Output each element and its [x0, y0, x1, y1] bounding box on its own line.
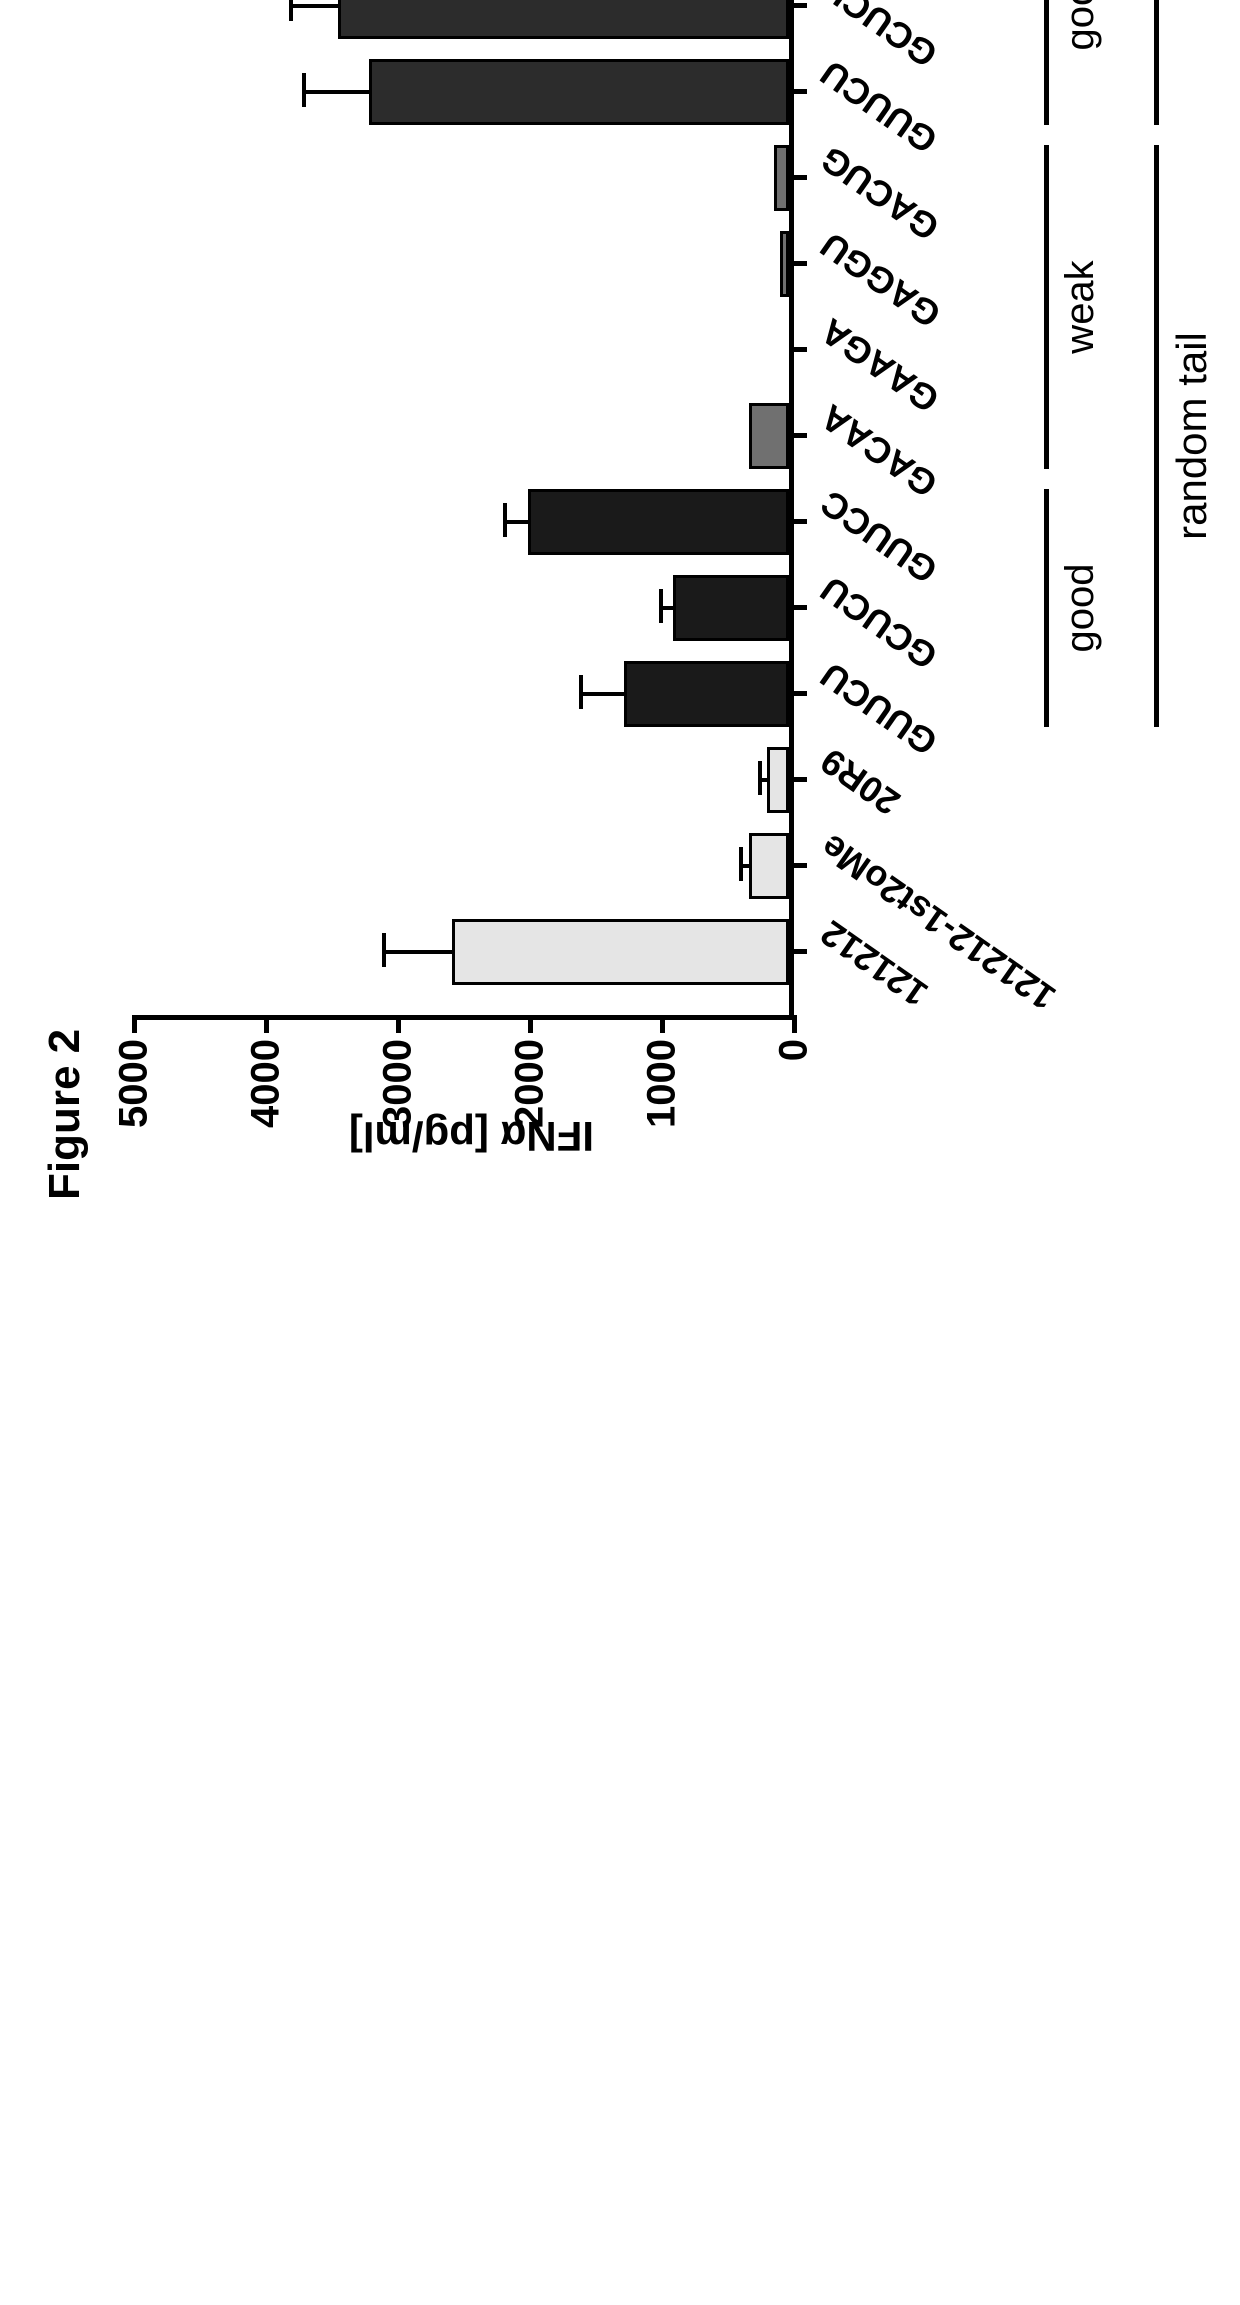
y-tick-label: 1000 [640, 1039, 685, 1128]
x-tick [789, 949, 807, 954]
x-tick [789, 261, 807, 266]
plot-area: 010002000300040005000121212121212-1st2oM… [134, 0, 794, 1020]
outer-group-bracket [1154, 0, 1159, 125]
page-rotated: Figure 2 0100020003000400050001212121212… [0, 0, 1240, 1240]
x-tick [789, 777, 807, 782]
chart-container: Figure 2 0100020003000400050001212121212… [40, 0, 1240, 1200]
group-label: weak [1058, 260, 1103, 353]
group-bracket [1044, 489, 1049, 727]
group-label: good [1058, 0, 1103, 50]
error-cap [659, 589, 663, 623]
bar [452, 919, 789, 985]
figure-title: Figure 2 [40, 0, 90, 1200]
y-tick [264, 1015, 269, 1033]
error-cap [503, 503, 507, 537]
error-cap [289, 0, 293, 21]
y-tick [528, 1015, 533, 1033]
error-bar [289, 4, 340, 8]
x-tick [789, 89, 807, 94]
y-tick-label: 4000 [244, 1039, 289, 1128]
error-cap [579, 675, 583, 709]
error-bar [382, 950, 456, 954]
x-tick-label: 20R9 [743, 690, 838, 774]
x-tick [789, 347, 807, 352]
group-label: good [1058, 564, 1103, 653]
x-tick [789, 691, 807, 696]
y-axis-title: IFNα [pg/ml] [349, 1112, 594, 1160]
group-bracket [1044, 145, 1049, 469]
y-tick-label: 0 [772, 1039, 817, 1061]
y-axis-title-text: IFNα [pg/ml] [349, 1113, 594, 1160]
x-tick [789, 433, 807, 438]
x-tick [789, 519, 807, 524]
error-bar [302, 90, 372, 94]
error-cap [302, 73, 306, 107]
error-bar [503, 520, 531, 524]
y-tick [792, 1015, 797, 1033]
group-bracket [1044, 0, 1049, 125]
y-tick [396, 1015, 401, 1033]
x-tick [789, 863, 807, 868]
error-cap [382, 933, 386, 967]
x-tick [789, 605, 807, 610]
outer-group-label: random tail [1168, 332, 1216, 540]
y-tick [132, 1015, 137, 1033]
x-tick [789, 175, 807, 180]
y-tick [660, 1015, 665, 1033]
outer-group-bracket [1154, 145, 1159, 727]
bar-chart: 010002000300040005000121212121212-1st2oM… [114, 0, 1240, 1200]
error-bar [659, 606, 676, 610]
y-tick-label: 5000 [112, 1039, 157, 1128]
x-tick [789, 3, 807, 8]
